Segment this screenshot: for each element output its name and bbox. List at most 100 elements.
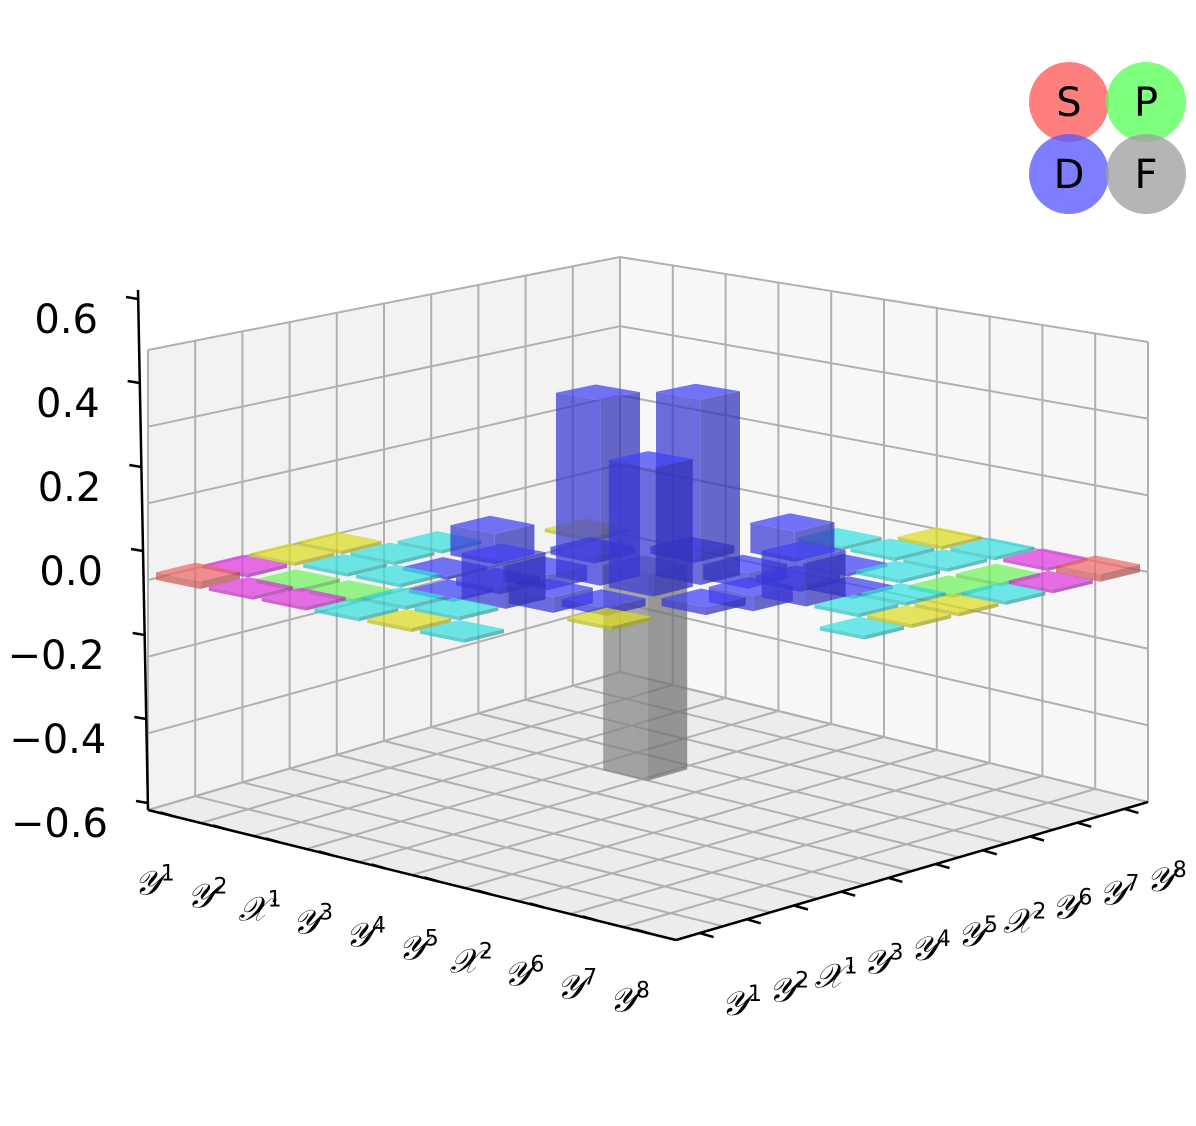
bar-6-2 (567, 607, 652, 631)
col-tick (699, 931, 714, 939)
bar-face-top (414, 597, 499, 617)
bar-0-0 (156, 562, 240, 589)
bar-face-top (814, 594, 899, 614)
bar-face-right (994, 546, 1035, 561)
row-tick-label: 𝒴8 (609, 979, 650, 1021)
bar-face-top (914, 593, 999, 613)
col-tick-label: 𝒴4 (910, 927, 951, 969)
col-tick (888, 876, 903, 884)
bar-face-top (820, 616, 904, 636)
z-tick (129, 463, 142, 469)
z-tick-label: 0.0 (39, 549, 103, 595)
orbital-legend: S P D F (1029, 62, 1186, 214)
row-tick-label: 𝒳1 (238, 888, 281, 930)
bar-face-top (608, 451, 693, 468)
bar-face-top (297, 531, 382, 551)
floor-gridline (517, 762, 990, 902)
bar-face-left (156, 572, 201, 589)
bar-face-left (820, 626, 865, 640)
bar-face-right (300, 578, 340, 592)
bar-5-4 (608, 451, 693, 597)
bar-face-left (397, 540, 442, 554)
bar-9-6 (914, 593, 999, 617)
bar-6-9 (897, 527, 982, 550)
bar-face-right (358, 607, 399, 622)
bar-face-left (761, 550, 806, 607)
floor-gridline (570, 775, 1043, 915)
bar-face-top (250, 543, 335, 563)
bar-face-top (308, 580, 393, 599)
col-tick-label: 𝒴1 (721, 982, 762, 1024)
bar-0-3 (297, 531, 382, 555)
bar-face-right (400, 573, 440, 588)
bar-face-left (420, 629, 465, 643)
row-tick (582, 915, 598, 922)
bar-3-0 (314, 598, 399, 622)
bar-2-0 (261, 587, 346, 611)
bar-face-left (608, 459, 654, 597)
bar-face-right (247, 563, 288, 578)
bar-face-top (861, 583, 946, 602)
bar-face-top (850, 538, 935, 558)
floor-gridline (464, 749, 938, 889)
col-tick-label: 𝒳1 (814, 955, 857, 997)
row-tick-label: 𝒴3 (292, 901, 333, 943)
bar-face-right (253, 586, 293, 600)
row-tick (424, 876, 439, 883)
bar-face-left (661, 598, 706, 616)
bar-6-8 (850, 538, 935, 562)
z-tick (135, 799, 149, 805)
bar-face-right (858, 603, 899, 618)
bar-face-right (900, 569, 940, 584)
bar-face-right (958, 602, 999, 617)
bar-7-9 (950, 537, 1035, 561)
row-tick (371, 863, 386, 870)
bar-face-top (561, 589, 646, 609)
bar-7-8 (903, 549, 988, 572)
bar-face-right (506, 552, 546, 609)
bar-face-left (556, 392, 601, 586)
bar-face-left (1003, 558, 1048, 571)
bar-face-left (567, 617, 612, 631)
floor-gridline (430, 726, 960, 859)
bar-face-right (906, 592, 946, 606)
bar-face-left (261, 597, 306, 611)
bar-face-top (750, 513, 835, 532)
bar-face-right (842, 536, 882, 551)
bar-0-2 (250, 543, 335, 566)
wall-gridline (619, 671, 1149, 803)
bar-8-5 (814, 594, 899, 618)
row-tick (635, 928, 650, 935)
bar-9-7 (961, 582, 1046, 605)
bar-face-right (294, 552, 335, 566)
bar-6-4 (661, 588, 746, 616)
bar-face-left (1008, 580, 1054, 594)
bar-face-right (911, 614, 952, 628)
bar-face-top (656, 383, 740, 400)
col-tick-label: 𝒴3 (863, 941, 904, 983)
col-tick (1076, 821, 1092, 828)
z-tick (134, 715, 147, 721)
col-tick (1029, 835, 1045, 842)
bar-face-left (856, 570, 901, 584)
col-tick-label: 𝒴2 (768, 968, 809, 1010)
bar-face-top (314, 598, 399, 618)
wall-gridline (147, 394, 621, 505)
bar-9-8 (1008, 570, 1093, 594)
bar-face-top (261, 587, 346, 607)
row-tick-label: 𝒴7 (556, 966, 597, 1008)
bar-face-right (458, 606, 499, 621)
bar-face-right (1053, 579, 1093, 594)
bar-face-right (864, 625, 904, 640)
bar-face-top (961, 582, 1046, 601)
wall-gridline (147, 601, 621, 735)
bar-face-left (367, 619, 412, 632)
wall-gridline (619, 325, 1149, 420)
bar-face-top (208, 577, 293, 596)
legend-circle-s (1029, 62, 1109, 142)
bar-face-top (367, 609, 452, 628)
z-tick-label: 0.6 (34, 297, 98, 343)
bar-5-0 (420, 620, 504, 643)
bar-7-5 (761, 541, 846, 607)
bar-face-top (450, 515, 535, 534)
